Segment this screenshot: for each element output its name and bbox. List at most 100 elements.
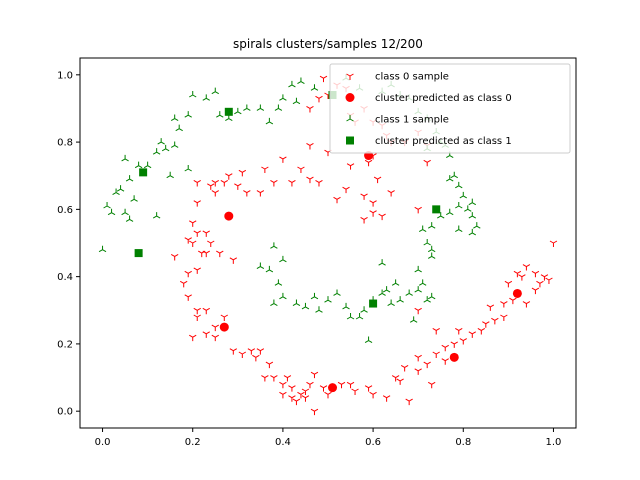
data-point [301, 388, 310, 395]
data-point [98, 245, 107, 253]
data-point [202, 307, 210, 315]
data-point [518, 274, 526, 281]
data-point [482, 321, 490, 328]
x-tick-label: 0.2 [185, 437, 201, 448]
data-point [261, 166, 269, 173]
data-point [125, 215, 134, 222]
data-point [500, 314, 508, 321]
data-point [455, 202, 463, 209]
data-point [387, 299, 395, 306]
data-point [184, 294, 192, 301]
y-axis: 0.0 0.2 0.4 0.6 0.8 1.0 [57, 70, 80, 418]
data-point [432, 328, 440, 335]
data-point [297, 166, 305, 173]
data-point [166, 171, 174, 179]
data-point [184, 165, 192, 172]
data-point [468, 198, 477, 206]
data-point [103, 202, 111, 209]
x-tick-label: 1.0 [546, 437, 562, 448]
data-point [116, 185, 125, 192]
data-point [342, 302, 350, 310]
data-point [432, 205, 441, 214]
data-point [369, 200, 377, 207]
data-point [427, 381, 436, 389]
data-point [170, 114, 179, 121]
data-point [545, 277, 553, 284]
data-point [459, 338, 468, 345]
data-point [279, 391, 287, 399]
legend-marker [346, 115, 354, 122]
data-point [121, 208, 129, 216]
data-point [414, 354, 422, 362]
data-point [400, 365, 409, 372]
data-point [455, 328, 463, 335]
data-point [310, 408, 319, 416]
data-point [468, 228, 477, 236]
data-point [193, 307, 201, 315]
data-point [504, 280, 513, 288]
data-point [455, 225, 463, 232]
data-point [449, 352, 459, 362]
y-tick-label: 0.0 [57, 407, 73, 418]
data-point [193, 200, 201, 207]
data-point [446, 175, 454, 182]
data-point [333, 289, 341, 296]
data-point [414, 307, 422, 315]
data-point [297, 77, 305, 84]
y-tick-label: 1.0 [57, 70, 73, 81]
data-point [265, 361, 274, 369]
data-point [423, 296, 431, 303]
legend-marker [346, 136, 354, 145]
data-point [369, 210, 377, 217]
data-point [211, 190, 220, 197]
data-point [432, 351, 440, 358]
legend-label: class 1 sample [375, 115, 449, 126]
data-point [288, 180, 296, 187]
data-point [224, 211, 234, 221]
data-point [256, 104, 265, 111]
data-point [270, 375, 278, 382]
data-point [207, 183, 215, 190]
data-point [346, 163, 355, 170]
data-point [134, 161, 143, 169]
data-point [301, 302, 310, 310]
x-tick-label: 0.4 [275, 437, 291, 448]
data-point [549, 240, 558, 247]
data-point [143, 161, 152, 169]
legend-label: cluster predicted as class 0 [375, 93, 512, 104]
data-point [310, 371, 319, 379]
legend-entry: cluster predicted as class 1 [346, 136, 512, 147]
data-point [288, 395, 296, 402]
data-point [346, 313, 355, 320]
data-point [202, 331, 210, 338]
data-point [216, 250, 224, 258]
data-point [396, 296, 404, 303]
data-point [279, 94, 287, 101]
data-point [225, 173, 233, 180]
chart-title: spirals clusters/samples 12/200 [233, 37, 423, 51]
data-point [360, 193, 368, 200]
data-point [423, 361, 431, 369]
data-point [464, 205, 472, 212]
data-point [382, 286, 391, 293]
data-point [310, 292, 319, 300]
data-point [315, 306, 323, 313]
data-point [279, 255, 287, 263]
data-point [179, 280, 188, 288]
data-point [279, 292, 287, 300]
data-point [396, 378, 404, 385]
data-point [152, 212, 161, 219]
data-point [211, 87, 220, 95]
data-point [522, 301, 531, 308]
data-point [170, 141, 179, 148]
data-point [337, 381, 346, 389]
data-point [270, 180, 278, 187]
data-point [193, 230, 201, 237]
data-point [531, 270, 540, 278]
y-tick-label: 0.2 [57, 339, 73, 350]
data-point [418, 225, 427, 232]
data-point [198, 250, 206, 258]
data-point [188, 240, 197, 247]
data-point [261, 375, 269, 382]
